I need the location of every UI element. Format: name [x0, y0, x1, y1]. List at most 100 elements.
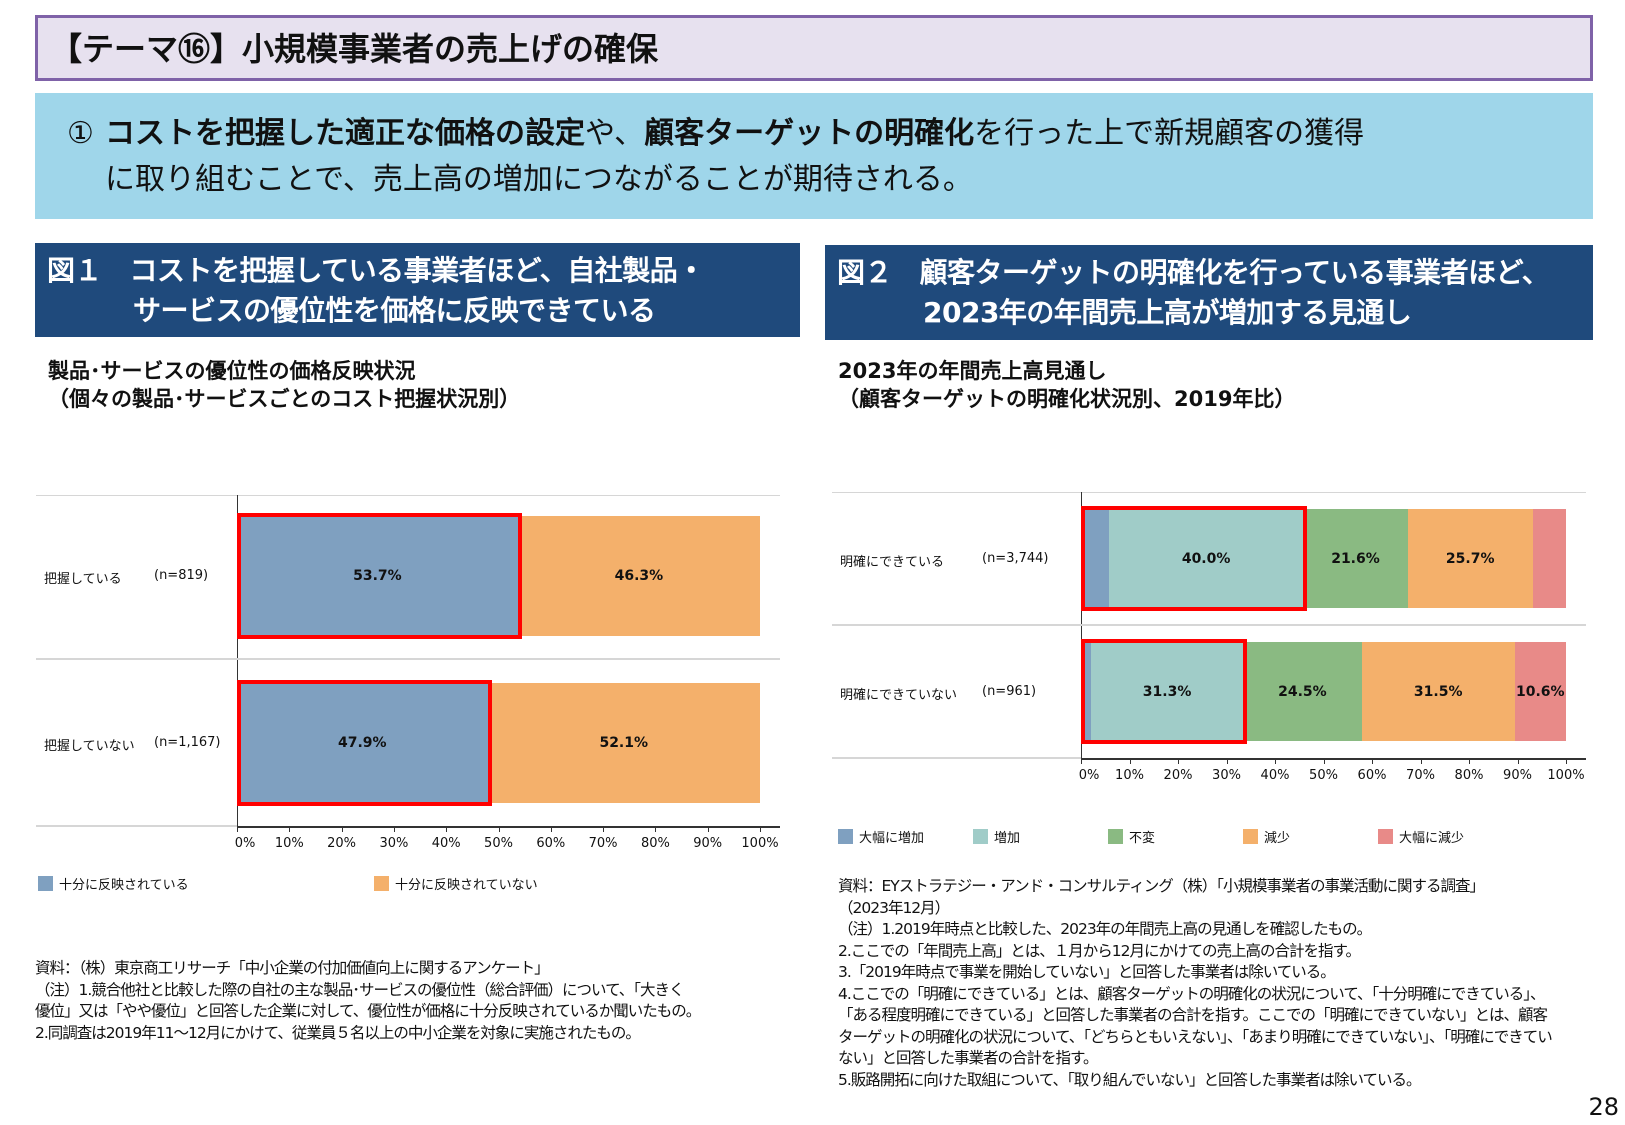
- page-number: 28: [1588, 1093, 1619, 1121]
- bar-segment: 21.6%: [1303, 509, 1408, 608]
- x-tick-mark: [1469, 758, 1470, 764]
- legend-item: 大幅に減少: [1378, 827, 1464, 846]
- legend-item: 十分に反映されている: [38, 874, 189, 893]
- row-label: 把握していない: [44, 739, 135, 754]
- bar-segment: 40.0%: [1109, 509, 1304, 608]
- plot-frame-top: [832, 492, 1586, 493]
- page-title: 【テーマ⑯】小規模事業者の売上げの確保: [35, 15, 1593, 81]
- x-tick-mark: [498, 826, 500, 832]
- x-tick-mark: [1323, 758, 1325, 764]
- fig1-subtitle-line2: （個々の製品･サービスごとのコスト把握状況別）: [48, 387, 521, 411]
- x-tick-mark: [760, 826, 761, 832]
- x-tick-label: 20%: [1163, 768, 1193, 783]
- fig1-note: （注）1.競合他社と比較した際の自社の主な製品･サービスの優位性（総合評価）につ…: [35, 980, 685, 999]
- x-tick-label: 90%: [693, 836, 723, 851]
- fig2-subtitle-line2: （顧客ターゲットの明確化状況別、2019年比）: [838, 387, 1296, 411]
- emphasis-1: コストを把握した適正な価格の設定: [105, 116, 585, 151]
- legend-label: 減少: [1264, 831, 1291, 846]
- row-label: 把握している: [44, 572, 122, 587]
- x-tick-mark: [1226, 758, 1228, 764]
- legend-swatch: [838, 829, 853, 844]
- legend-swatch: [973, 829, 988, 844]
- fig1-note: 2.同調査は2019年11～12月にかけて、従業員５名以上の中小企業を対象に実施…: [35, 1023, 641, 1042]
- x-tick-label: 100%: [1547, 768, 1585, 783]
- x-axis: [1081, 758, 1586, 760]
- x-tick-mark: [1081, 758, 1082, 764]
- x-tick-label: 0%: [234, 836, 256, 851]
- x-tick-label: 40%: [1260, 768, 1290, 783]
- fig2-note: 3.「2019年時点で事業を開始していない」と回答した事業者は除いている。: [838, 963, 1336, 981]
- highlight-box: [1081, 506, 1308, 611]
- fig2-source: 資料：EYストラテジー・アンド・コンサルティング（株）「小規模事業者の事業活動に…: [838, 877, 1485, 895]
- x-tick-label: 40%: [431, 836, 461, 851]
- bar-segment: 25.7%: [1407, 509, 1533, 608]
- legend-item: 大幅に増加: [838, 827, 924, 846]
- message-line-2: に取り組むことで、売上高の増加につながることが期待される。: [105, 162, 973, 197]
- row-divider: [832, 624, 1586, 626]
- x-tick-mark: [1129, 758, 1131, 764]
- bar-segment: 31.5%: [1361, 642, 1515, 741]
- x-tick-label: 0%: [1078, 768, 1100, 783]
- x-tick-label: 20%: [327, 836, 357, 851]
- x-tick-mark: [1372, 758, 1373, 764]
- x-tick-mark: [603, 826, 605, 832]
- row-label: 明確にできていない: [840, 687, 958, 703]
- x-tick-mark: [393, 826, 395, 832]
- x-tick-label: 60%: [536, 836, 566, 851]
- fig2-note: 2.ここでの「年間売上高」とは、１月から12月にかけての売上高の合計を指す。: [838, 941, 1361, 960]
- item-number: ①: [67, 116, 94, 151]
- x-axis: [237, 826, 780, 828]
- x-tick-mark: [446, 826, 448, 832]
- x-tick-label: 30%: [1212, 768, 1241, 783]
- legend-label: 大幅に増加: [859, 831, 925, 846]
- fig2-note: ターゲットの明確化の状況について、「どちらともいえない」、「あまり明確にできてい…: [838, 1027, 1553, 1046]
- x-tick-mark: [1420, 758, 1422, 764]
- fig1-note: 優位」又は「やや優位」と回答した企業に対して、優位性が価格に十分反映されているか…: [35, 1002, 701, 1020]
- fig1-source: 資料：（株）東京商工リサーチ「中小企業の付加価値向上に関するアンケート」: [35, 959, 550, 977]
- x-tick-mark: [341, 826, 343, 832]
- x-tick-mark: [289, 826, 291, 832]
- sample-size: (n=961): [982, 683, 1037, 699]
- text-1: や、: [585, 116, 645, 151]
- fig1-header-line2: サービスの優位性を価格に反映できている: [133, 294, 656, 327]
- x-tick-mark: [1275, 758, 1276, 764]
- legend-swatch: [1243, 829, 1258, 844]
- fig2-source-date: （2023年12月）: [838, 898, 950, 917]
- x-tick-label: 50%: [484, 836, 513, 851]
- fig2-notes: 資料：EYストラテジー・アンド・コンサルティング（株）「小規模事業者の事業活動に…: [838, 876, 1553, 1091]
- legend-label: 十分に反映されていない: [395, 878, 538, 893]
- highlight-box: [1081, 639, 1247, 744]
- x-tick-label: 90%: [1503, 768, 1532, 783]
- x-tick-mark: [655, 826, 657, 832]
- x-tick-label: 80%: [1454, 768, 1484, 783]
- row-divider: [36, 825, 237, 827]
- legend-item: 減少: [1243, 827, 1290, 846]
- x-tick-label: 100%: [741, 836, 779, 851]
- x-tick-mark: [237, 826, 238, 832]
- bar-segment: [1081, 642, 1092, 741]
- x-tick-mark: [1178, 758, 1179, 764]
- figure-2-header: 図２ 顧客ターゲットの明確化を行っている事業者ほど、 2023年の年間売上高が増…: [825, 245, 1593, 340]
- fig2-header-line1: 図２ 顧客ターゲットの明確化を行っている事業者ほど、: [837, 256, 1550, 289]
- fig1-notes: 資料：（株）東京商工リサーチ「中小企業の付加価値向上に関するアンケート」 （注）…: [35, 958, 701, 1044]
- fig2-note: （注）1.2019年時点と比較した、2023年の年間売上高の見通しを確認したもの…: [838, 920, 1372, 938]
- x-tick-label: 60%: [1357, 768, 1387, 783]
- x-tick-mark: [550, 826, 552, 832]
- legend-label: 増加: [994, 831, 1021, 846]
- x-tick-label: 80%: [640, 836, 670, 851]
- fig2-subtitle-line1: 2023年の年間売上高見通し: [838, 359, 1107, 383]
- highlight-box: [237, 680, 492, 806]
- x-tick-label: 10%: [1115, 768, 1144, 783]
- plot-frame-top: [36, 495, 780, 496]
- bar-segment: 24.5%: [1242, 642, 1362, 741]
- legend-label: 不変: [1129, 831, 1156, 846]
- legend-item: 増加: [973, 827, 1020, 846]
- bar-segment: 47.9%: [237, 683, 488, 803]
- bar-segment: 52.1%: [487, 683, 760, 803]
- message-line-1: コストを把握した適正な価格の設定や、顧客ターゲットの明確化を行った上で新規顧客の…: [105, 111, 1593, 157]
- row-divider: [36, 658, 780, 660]
- fig2-header-line2: 2023年の年間売上高が増加する見通し: [923, 296, 1412, 329]
- x-tick-mark: [707, 826, 709, 832]
- legend-item: 十分に反映されていない: [374, 874, 538, 893]
- x-tick-mark: [1517, 758, 1519, 764]
